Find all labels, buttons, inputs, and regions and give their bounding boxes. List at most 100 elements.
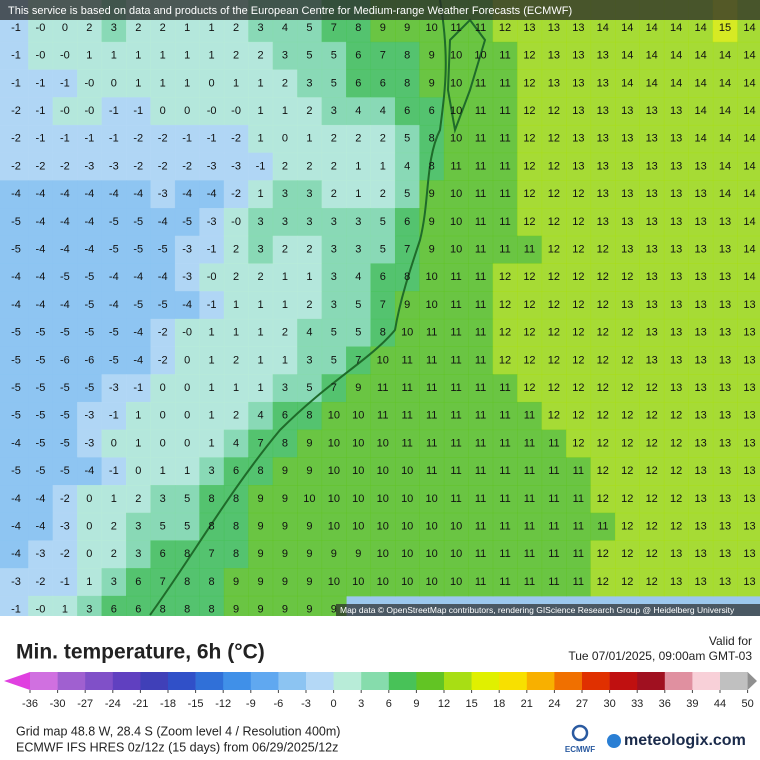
- temperature-cell: [492, 41, 518, 71]
- temperature-cell: [517, 429, 543, 458]
- temperature-cell: [663, 318, 689, 348]
- temperature-cell: [394, 180, 420, 209]
- temperature-cell: [52, 457, 78, 486]
- temperature-cell: [199, 263, 225, 292]
- temperature-cell: [150, 485, 176, 514]
- temperature-value: 11: [475, 327, 486, 339]
- temperature-cell: [126, 485, 151, 514]
- temperature-value: 9: [257, 604, 263, 616]
- temperature-value: 1: [380, 160, 386, 172]
- temperature-cell: [566, 208, 592, 237]
- temperature-value: 11: [475, 299, 486, 311]
- temperature-cell: [126, 263, 151, 292]
- temperature-value: 12: [621, 327, 633, 339]
- colorbar-cell: [57, 672, 86, 690]
- temperature-value: 3: [355, 216, 361, 228]
- temperature-value: -5: [84, 327, 94, 339]
- temperature-value: 11: [597, 521, 608, 533]
- temperature-value: 13: [694, 382, 706, 394]
- temperature-value: 13: [719, 354, 731, 366]
- temperature-cell: [297, 263, 323, 292]
- temperature-cell: [394, 346, 420, 375]
- temperature-value: 13: [572, 77, 584, 89]
- temperature-cell: [639, 41, 665, 71]
- temperature-cell: [639, 291, 665, 320]
- temperature-cell: [0, 152, 29, 181]
- temperature-cell: [199, 124, 225, 154]
- temperature-cell: [443, 124, 469, 154]
- temperature-cell: [28, 318, 54, 348]
- temperature-value: 3: [160, 493, 166, 505]
- colorbar-cell: [168, 672, 196, 690]
- temperature-value: 12: [597, 410, 609, 422]
- temperature-cell: [468, 124, 494, 154]
- temperature-value: 12: [523, 105, 535, 117]
- temperature-cell: [443, 540, 469, 569]
- temperature-value: 12: [597, 465, 609, 477]
- colorbar-tick-label: 36: [659, 698, 671, 710]
- temperature-value: 9: [282, 576, 288, 588]
- temperature-value: 13: [694, 548, 706, 560]
- temperature-value: 14: [670, 77, 682, 89]
- temperature-value: 12: [621, 465, 633, 477]
- temperature-value: 13: [621, 105, 633, 117]
- temperature-cell: [297, 208, 323, 237]
- temperature-cell: [370, 97, 396, 126]
- temperature-cell: [615, 568, 640, 597]
- temperature-cell: [272, 152, 298, 181]
- temperature-value: 2: [257, 271, 263, 283]
- temperature-value: 3: [257, 22, 263, 34]
- temperature-value: 8: [282, 437, 288, 449]
- temperature-cell: [566, 124, 592, 154]
- temperature-value: 10: [352, 437, 364, 449]
- temperature-cell: [419, 346, 445, 375]
- temperature-cell: [28, 291, 54, 320]
- temperature-value: 3: [306, 188, 312, 200]
- temperature-value: 11: [475, 188, 486, 200]
- temperature-value: 13: [670, 105, 682, 117]
- temperature-value: 8: [233, 521, 239, 533]
- temperature-cell: [77, 263, 103, 292]
- temperature-value: 2: [355, 133, 361, 145]
- temperature-value: 13: [597, 160, 609, 172]
- temperature-cell: [737, 291, 760, 320]
- temperature-cell: [737, 124, 760, 154]
- temperature-value: 12: [548, 160, 560, 172]
- temperature-cell: [101, 401, 127, 431]
- temperature-value: 2: [135, 493, 141, 505]
- temperature-cell: [517, 180, 543, 209]
- temperature-value: 10: [426, 576, 438, 588]
- temperature-cell: [150, 97, 176, 126]
- temperature-value: 11: [524, 410, 535, 422]
- temperature-value: 0: [209, 77, 215, 89]
- temperature-value: 6: [135, 576, 141, 588]
- temperature-cell: [590, 263, 616, 292]
- temperature-cell: [468, 180, 494, 209]
- temperature-value: 0: [111, 437, 117, 449]
- temperature-value: 3: [135, 521, 141, 533]
- temperature-cell: [150, 401, 176, 431]
- temperature-cell: [248, 208, 274, 237]
- temperature-value: -3: [60, 521, 70, 533]
- temperature-value: 0: [86, 493, 92, 505]
- temperature-value: -4: [11, 521, 21, 533]
- temperature-value: 7: [160, 576, 166, 588]
- temperature-value: -4: [133, 188, 143, 200]
- temperature-value: 11: [475, 493, 486, 505]
- colorbar-cell: [85, 672, 114, 690]
- temperature-value: 12: [548, 354, 560, 366]
- temperature-value: 11: [499, 160, 510, 172]
- temperature-cell: [52, 208, 78, 237]
- temperature-cell: [223, 346, 249, 375]
- temperature-cell: [101, 568, 127, 597]
- temperature-value: 13: [694, 244, 706, 256]
- temperature-value: -1: [84, 133, 94, 145]
- colorbar-cell: [444, 672, 472, 690]
- temperature-value: 13: [572, 22, 584, 34]
- temperature-cell: [77, 401, 103, 431]
- temperature-cell: [443, 429, 469, 458]
- temperature-cell: [712, 208, 738, 237]
- temperature-cell: [419, 180, 445, 209]
- temperature-value: 3: [282, 382, 288, 394]
- temperature-cell: [77, 346, 103, 375]
